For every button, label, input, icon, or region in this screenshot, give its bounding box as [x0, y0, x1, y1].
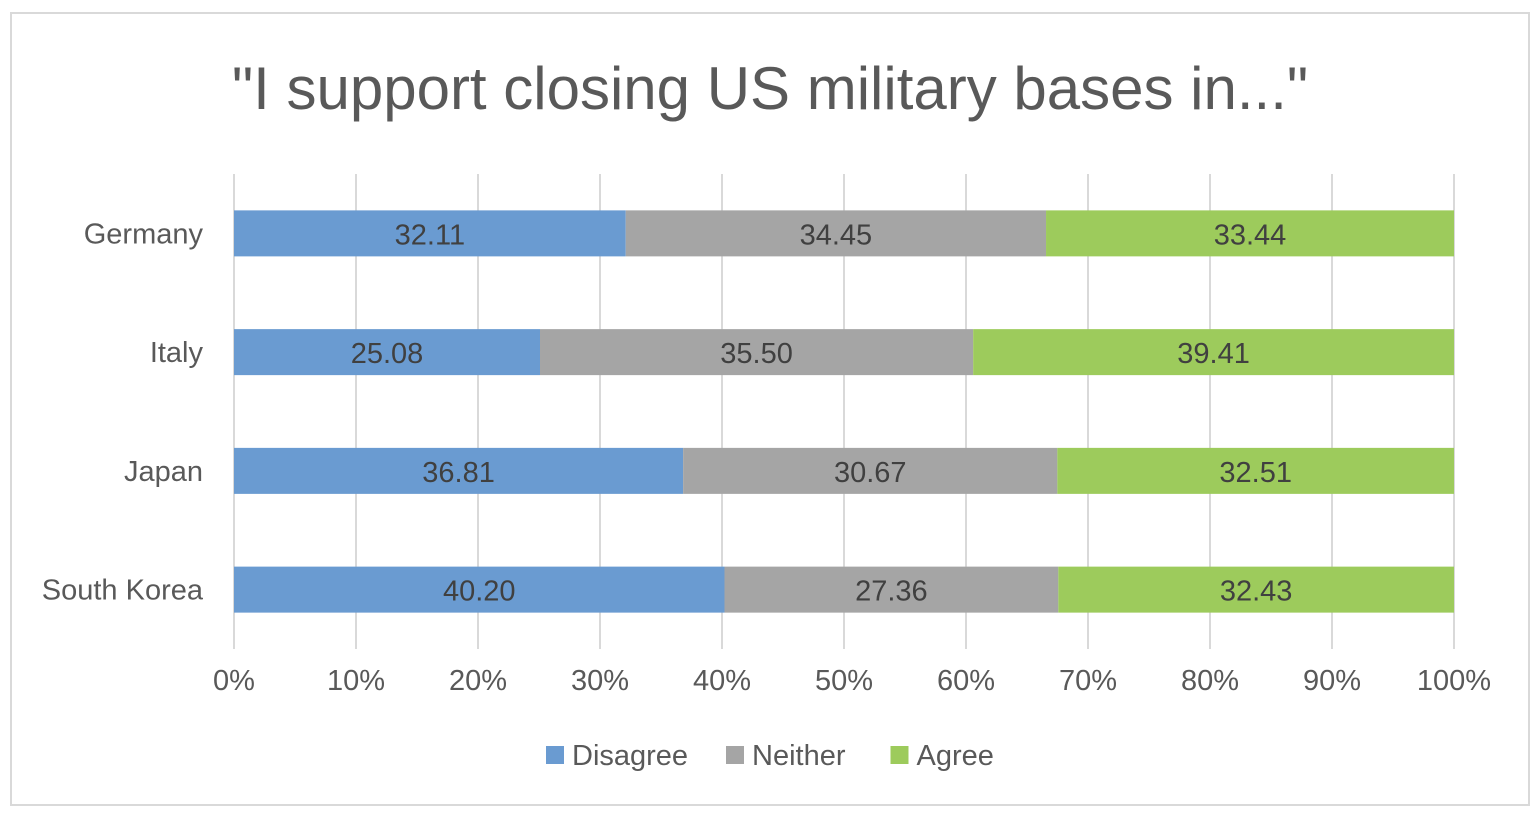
- bar-segment-agree: [1058, 566, 1454, 613]
- x-tick-label: 90%: [1303, 665, 1361, 697]
- data-label: 30.67: [834, 457, 907, 489]
- bar-segment-agree: [973, 329, 1454, 376]
- x-tick-label: 20%: [449, 665, 507, 697]
- data-label: 40.20: [443, 576, 516, 608]
- bar-segment-neither: [683, 447, 1058, 494]
- category-label: Japan: [124, 456, 203, 488]
- bar-segment-neither: [724, 566, 1059, 613]
- data-label: 33.44: [1214, 219, 1287, 251]
- data-label: 35.50: [720, 338, 793, 370]
- legend-swatch-agree: [890, 746, 909, 764]
- data-label: 39.41: [1177, 338, 1250, 370]
- bar-segment-neither: [540, 329, 974, 376]
- data-label: 32.11: [395, 219, 465, 251]
- chart-title: "I support closing US military bases in.…: [232, 55, 1308, 122]
- data-label: 32.43: [1220, 576, 1293, 608]
- bar-segment-disagree: [234, 566, 725, 613]
- x-tick-label: 30%: [571, 665, 629, 697]
- bar-segment-agree: [1057, 447, 1454, 494]
- legend-label: Disagree: [572, 740, 688, 772]
- x-tick-label: 60%: [937, 665, 995, 697]
- x-tick-label: 100%: [1417, 665, 1491, 697]
- legend-label: Agree: [917, 740, 994, 772]
- chart-svg: "I support closing US military bases in.…: [42, 55, 1491, 772]
- legend-swatch-neither: [726, 746, 744, 764]
- data-label: 36.81: [422, 457, 495, 489]
- x-tick-label: 50%: [815, 665, 873, 697]
- legend-label: Neither: [752, 740, 846, 772]
- data-label: 34.45: [800, 219, 873, 251]
- category-label: South Korea: [42, 575, 204, 607]
- chart-frame: "I support closing US military bases in.…: [10, 12, 1530, 806]
- legend: Disagree Neither Agree: [546, 740, 994, 772]
- x-tick-label: 10%: [327, 665, 385, 697]
- data-label: 25.08: [351, 338, 424, 370]
- data-label: 27.36: [855, 576, 928, 608]
- x-tick-label: 80%: [1181, 665, 1239, 697]
- category-label: Germany: [84, 218, 204, 250]
- bar-segment-disagree: [234, 447, 684, 494]
- bar-segment-agree: [1046, 210, 1454, 257]
- x-axis-tick-labels: 0% 10% 20% 30% 40% 50% 60% 70% 80% 90% 100%: [213, 665, 1491, 697]
- bar-segment-disagree: [234, 329, 541, 376]
- x-tick-label: 0%: [213, 665, 255, 697]
- category-label: Italy: [150, 337, 204, 369]
- bar-segment-disagree: [234, 210, 626, 257]
- data-label: 32.51: [1219, 457, 1292, 489]
- x-tick-label: 40%: [693, 665, 751, 697]
- x-tick-label: 70%: [1059, 665, 1117, 697]
- category-labels: Germany Italy Japan South Korea: [42, 218, 204, 606]
- legend-swatch-disagree: [546, 746, 564, 764]
- bars: 32.11 34.45 33.44 25.08 35.50 39.41 36.81 30.67…: [234, 210, 1454, 613]
- bar-segment-neither: [625, 210, 1047, 257]
